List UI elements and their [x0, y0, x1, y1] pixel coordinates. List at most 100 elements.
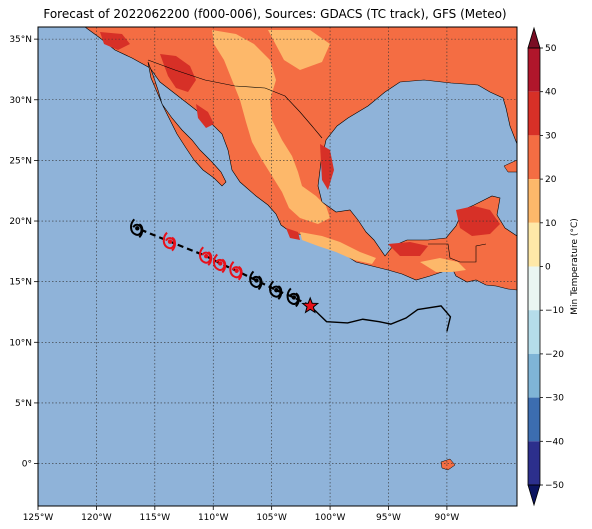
longitude-tick-label: 115°W: [140, 513, 171, 523]
colorbar-band: [528, 266, 540, 311]
latitude-tick-label: 35°N: [9, 35, 32, 45]
graticule: [38, 27, 517, 506]
colorbar-tick-label: −20: [545, 350, 564, 360]
hurricane-eye: [254, 278, 259, 283]
land-central-highlands-cool: [300, 232, 376, 264]
latitude-tick-label: 30°N: [9, 96, 32, 106]
hurricane-tail: [221, 258, 227, 274]
hurricane-tail: [138, 223, 144, 239]
land-baja-california: [147, 61, 227, 187]
latitude-tick-label: 20°N: [9, 217, 32, 227]
land-texas-cool: [268, 30, 330, 70]
colorbar-tick-label: 40: [545, 88, 557, 98]
hurricane-tail: [257, 275, 263, 291]
map-title: Forecast of 2022062200 (f000-006), Sourc…: [43, 7, 507, 21]
land-layer: [84, 27, 517, 471]
land-yucatan-hot: [456, 206, 500, 236]
longitude-tick-label: 125°W: [23, 513, 54, 523]
hurricane-eye: [204, 253, 209, 259]
colorbar-tick-label: −30: [545, 394, 564, 404]
colorbar-tick-label: 10: [545, 219, 557, 229]
hurricane-eye: [167, 239, 173, 244]
longitude-tick-label: 95°W: [376, 513, 401, 523]
hurricane-spiral: [162, 231, 176, 250]
longitude-tick-label: 120°W: [81, 513, 112, 523]
colorbar-tick-label: −50: [545, 481, 564, 491]
land-mexico-us: [84, 27, 517, 291]
latitude-tick-label: 15°N: [9, 278, 32, 288]
colorbar-label: Min Temperature (°C): [570, 218, 580, 315]
land-guatemala-highlands-cool: [420, 258, 466, 272]
colorbar-band: [528, 135, 540, 180]
colorbar-tick-label: −40: [545, 437, 564, 447]
hurricane-symbol-icon: [198, 246, 213, 266]
colorbar-tick-label: 20: [545, 175, 557, 185]
hurricane-symbol-icon: [249, 270, 263, 291]
latitude-tick-label: 25°N: [9, 156, 32, 166]
hurricane-symbol-icon: [130, 218, 144, 239]
latitude-tick-label: 0°: [22, 460, 32, 470]
latitude-tick-label: 5°N: [15, 399, 32, 409]
hurricane-spiral: [229, 261, 242, 279]
longitude-tick-label: 100°W: [315, 513, 346, 523]
hurricane-eye: [274, 287, 279, 293]
colorbar-band: [528, 310, 540, 354]
colorbar-band: [528, 48, 540, 92]
land-sonora-hot: [160, 54, 196, 92]
colorbar-band: [528, 179, 540, 223]
hurricane-tail: [207, 251, 213, 266]
hurricane-spiral: [213, 253, 226, 271]
colorbar-band: [528, 441, 540, 485]
land-sinaloa-hot: [196, 104, 214, 128]
land-plateau-cool: [212, 30, 330, 224]
longitude-tick-labels: 125°W 120°W 115°W 110°W 105°W 100°W 95°W 90°W: [23, 506, 459, 523]
hurricane-symbol-icon: [162, 231, 177, 252]
current-position-star-icon: [301, 296, 320, 314]
hurricane-spiral: [269, 280, 282, 298]
cyclone-track: [130, 218, 452, 332]
hurricane-eye: [218, 261, 223, 266]
colorbar-tick-label: 50: [545, 44, 557, 54]
hurricane-symbol-icon: [213, 253, 227, 274]
hurricane-tail: [295, 292, 300, 308]
longitude-tick-label: 90°W: [434, 513, 459, 523]
map-frame: [37, 26, 518, 507]
past-track-line: [309, 305, 452, 332]
land-cuba: [503, 159, 517, 173]
land-tabasco-hot: [388, 242, 428, 256]
hurricane-symbol-icon: [229, 261, 243, 281]
hurricane-eye: [234, 268, 239, 273]
hurricane-tail: [171, 236, 177, 252]
hurricane-spiral: [130, 218, 143, 236]
longitude-tick-label: 110°W: [198, 513, 229, 523]
colorbar-tick-label: 0: [545, 263, 551, 273]
colorbar-tick-label: 30: [545, 131, 557, 141]
land-northeast-hot: [100, 32, 130, 50]
border-us-mexico: [147, 59, 323, 139]
latitude-tick-label: 10°N: [9, 338, 32, 348]
hurricane-spiral: [198, 246, 212, 264]
hurricane-symbol-icon: [269, 280, 283, 300]
colorbar-over-arrow: [527, 26, 541, 49]
hurricane-spiral: [249, 270, 262, 288]
land-pacific-coast-hot: [286, 228, 300, 240]
colorbar-band: [528, 353, 540, 398]
hurricane-tail: [277, 285, 283, 300]
land-gulf-coast-hot: [320, 144, 334, 190]
hurricane-eye: [291, 295, 297, 300]
colorbar-tick-label: −10: [545, 306, 564, 316]
land-galapagos: [440, 458, 456, 471]
hurricane-eye: [135, 226, 140, 231]
hurricane-spiral: [286, 287, 300, 305]
colorbar-band: [528, 222, 540, 267]
hurricane-tail: [237, 265, 243, 281]
longitude-tick-label: 105°W: [256, 513, 287, 523]
hurricane-symbol-icon: [286, 287, 300, 308]
colorbar-under-arrow: [527, 484, 541, 507]
colorbar: 50 40 30 20 10 0 −10 −20 −30 −40 −50 Min Temperatur…: [527, 26, 580, 507]
latitude-tick-labels: 35°N 30°N 25°N 20°N 15°N 10°N 5°N 0°: [9, 35, 38, 470]
border-guatemala: [428, 243, 487, 263]
colorbar-band: [528, 91, 540, 136]
colorbar-band: [528, 397, 540, 442]
